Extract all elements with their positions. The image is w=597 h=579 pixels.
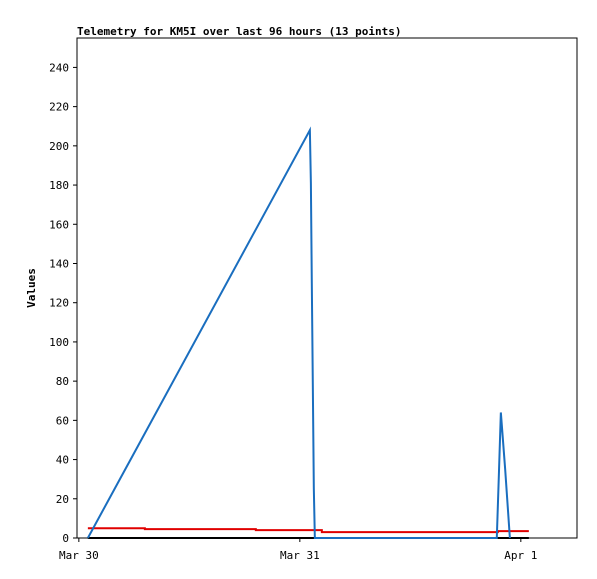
y-tick-label: 180: [49, 179, 69, 192]
y-tick-label: 40: [56, 454, 69, 467]
y-tick-label: 240: [49, 61, 69, 74]
y-tick-label: 100: [49, 336, 69, 349]
y-tick-label: 20: [56, 493, 69, 506]
y-tick-label: 120: [49, 297, 69, 310]
x-tick-label: Mar 30: [59, 549, 99, 562]
y-tick-label: 140: [49, 257, 69, 270]
y-axis-label: Values: [25, 268, 38, 308]
y-tick-label: 160: [49, 218, 69, 231]
y-tick-label: 60: [56, 414, 69, 427]
y-tick-label: 80: [56, 375, 69, 388]
y-tick-label: 0: [62, 532, 69, 545]
y-tick-label: 200: [49, 140, 69, 153]
x-tick-label: Mar 31: [280, 549, 320, 562]
y-tick-label: 220: [49, 101, 69, 114]
data-line: [86, 126, 511, 539]
chart-title: Telemetry for KM5I over last 96 hours (1…: [77, 25, 402, 38]
x-tick-label: Apr 1: [504, 549, 537, 562]
